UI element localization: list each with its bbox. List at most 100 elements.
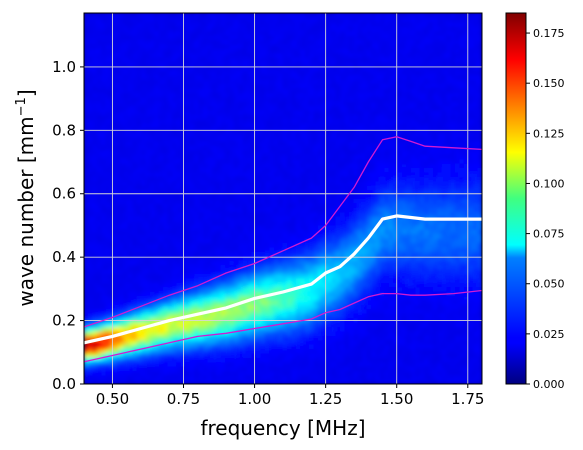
heatmap-cell bbox=[229, 237, 235, 244]
heatmap-cell bbox=[331, 74, 337, 80]
heatmap-cell bbox=[194, 171, 200, 177]
heatmap-cell bbox=[194, 87, 200, 93]
heatmap-cell bbox=[233, 361, 240, 367]
heatmap-cell bbox=[88, 21, 94, 27]
heatmap-cell bbox=[256, 343, 262, 350]
heatmap-cell bbox=[92, 189, 98, 195]
heatmap-cell bbox=[322, 118, 328, 124]
heatmap-cell bbox=[309, 357, 315, 363]
heatmap-cell bbox=[194, 343, 200, 350]
heatmap-cell bbox=[282, 65, 288, 71]
heatmap-cell bbox=[136, 215, 142, 221]
heatmap-cell bbox=[282, 92, 288, 98]
heatmap-cell bbox=[238, 118, 244, 124]
heatmap-cell bbox=[229, 96, 235, 102]
heatmap-cell bbox=[154, 365, 160, 372]
heatmap-cell bbox=[291, 198, 297, 204]
heatmap-cell bbox=[145, 365, 151, 372]
heatmap-cell bbox=[194, 149, 200, 155]
heatmap-cell bbox=[92, 273, 98, 279]
heatmap-cell bbox=[264, 114, 271, 120]
heatmap-cell bbox=[145, 96, 151, 102]
heatmap-cell bbox=[269, 224, 275, 230]
heatmap-cell bbox=[326, 286, 333, 292]
heatmap-cell bbox=[229, 379, 235, 384]
heatmap-cell bbox=[313, 70, 319, 76]
heatmap-cell bbox=[101, 13, 107, 18]
heatmap-cell bbox=[317, 25, 324, 32]
heatmap-cell bbox=[141, 317, 147, 323]
heatmap-cell bbox=[282, 114, 288, 120]
heatmap-cell bbox=[282, 277, 288, 283]
heatmap-cell bbox=[203, 87, 209, 93]
heatmap-cell bbox=[278, 149, 284, 155]
heatmap-cell bbox=[176, 282, 182, 288]
heatmap-cell bbox=[198, 87, 204, 93]
heatmap-cell bbox=[260, 304, 266, 310]
heatmap-cell bbox=[220, 335, 226, 341]
heatmap-cell bbox=[291, 211, 297, 217]
heatmap-cell bbox=[127, 374, 134, 380]
heatmap-cell bbox=[158, 65, 164, 71]
heatmap-cell bbox=[309, 242, 315, 248]
heatmap-cell bbox=[211, 145, 218, 151]
heatmap-cell bbox=[207, 370, 213, 376]
heatmap-cell bbox=[291, 114, 297, 120]
heatmap-cell bbox=[260, 145, 266, 151]
heatmap-cell bbox=[260, 83, 266, 89]
heatmap-cell bbox=[158, 264, 164, 270]
heatmap-cell bbox=[189, 273, 195, 279]
heatmap-cell bbox=[118, 237, 125, 244]
heatmap-cell bbox=[256, 100, 262, 107]
heatmap-cell bbox=[220, 65, 226, 71]
heatmap-cell bbox=[203, 193, 209, 199]
heatmap-cell bbox=[287, 370, 293, 376]
heatmap-cell bbox=[282, 312, 288, 319]
heatmap-cell bbox=[172, 145, 178, 151]
heatmap-cell bbox=[127, 290, 134, 297]
heatmap-cell bbox=[247, 312, 253, 319]
heatmap-cell bbox=[273, 264, 279, 270]
heatmap-cell bbox=[185, 255, 191, 261]
heatmap-cell bbox=[194, 140, 200, 146]
heatmap-cell bbox=[194, 321, 200, 327]
heatmap-cell bbox=[132, 30, 138, 36]
heatmap-cell bbox=[260, 149, 266, 155]
heatmap-cell bbox=[216, 246, 222, 252]
heatmap-cell bbox=[185, 78, 191, 85]
heatmap-cell bbox=[247, 184, 253, 191]
heatmap-cell bbox=[92, 136, 98, 142]
heatmap-cell bbox=[118, 13, 125, 18]
heatmap-cell bbox=[335, 211, 341, 217]
heatmap-cell bbox=[317, 70, 324, 76]
heatmap-cell bbox=[269, 47, 275, 54]
heatmap-cell bbox=[309, 83, 315, 89]
heatmap-cell bbox=[304, 215, 310, 221]
heatmap-cell bbox=[176, 343, 182, 350]
heatmap-cell bbox=[313, 268, 319, 274]
heatmap-cell bbox=[260, 65, 266, 71]
heatmap-cell bbox=[238, 43, 244, 49]
heatmap-cell bbox=[163, 282, 169, 288]
heatmap-cell bbox=[176, 361, 182, 367]
heatmap-cell bbox=[256, 304, 262, 310]
heatmap-cell bbox=[309, 105, 315, 111]
heatmap-cell bbox=[278, 211, 284, 217]
heatmap-cell bbox=[145, 255, 151, 261]
heatmap-cell bbox=[247, 123, 253, 129]
heatmap-cell bbox=[269, 118, 275, 124]
heatmap-cell bbox=[322, 123, 328, 129]
heatmap-cell bbox=[278, 352, 284, 358]
heatmap-cell bbox=[189, 176, 195, 182]
heatmap-cell bbox=[304, 255, 310, 261]
heatmap-cell bbox=[136, 308, 142, 314]
heatmap-cell bbox=[264, 282, 271, 288]
heatmap-cell bbox=[198, 224, 204, 230]
heatmap-cell bbox=[313, 92, 319, 98]
heatmap-cell bbox=[158, 43, 164, 49]
heatmap-cell bbox=[149, 52, 156, 58]
heatmap-cell bbox=[198, 352, 204, 358]
heatmap-cell bbox=[300, 61, 306, 67]
heatmap-cell bbox=[167, 83, 173, 89]
heatmap-cell bbox=[176, 176, 182, 182]
